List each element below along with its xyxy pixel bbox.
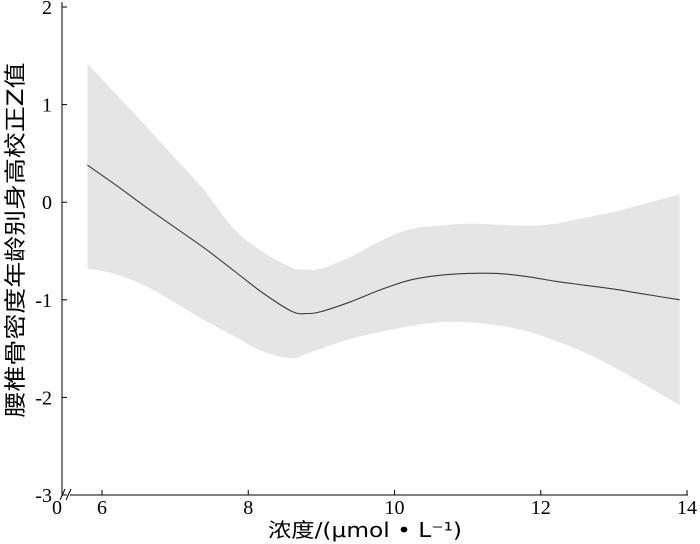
x-axis-break-slash bbox=[65, 488, 72, 501]
x-tick-label-8: 8 bbox=[243, 497, 253, 519]
y-axis-label: 腰椎骨密度年龄别身高校正Z值 bbox=[4, 63, 29, 418]
x-tick-label-6: 6 bbox=[97, 497, 107, 519]
y-tick-label-1: 1 bbox=[42, 95, 52, 117]
x-axis-label: 浓度/(μmol • L⁻¹) bbox=[268, 518, 462, 542]
x-tick-label-12: 12 bbox=[531, 497, 551, 519]
x-tick-label-10: 10 bbox=[385, 497, 405, 519]
confidence-band bbox=[87, 63, 680, 406]
y-tick-label--2: -2 bbox=[35, 387, 52, 409]
y-tick-label-0: 0 bbox=[42, 192, 52, 214]
y-tick-label--1: -1 bbox=[35, 290, 52, 312]
band-layer bbox=[87, 63, 680, 406]
x-tick-label-0: 0 bbox=[52, 497, 62, 519]
line-layer bbox=[87, 164, 680, 315]
x-tick-label-14: 14 bbox=[677, 497, 697, 519]
y-tick-label-2: 2 bbox=[42, 0, 52, 19]
fitted-curve bbox=[87, 164, 680, 315]
y-tick-label--3: -3 bbox=[35, 485, 52, 507]
